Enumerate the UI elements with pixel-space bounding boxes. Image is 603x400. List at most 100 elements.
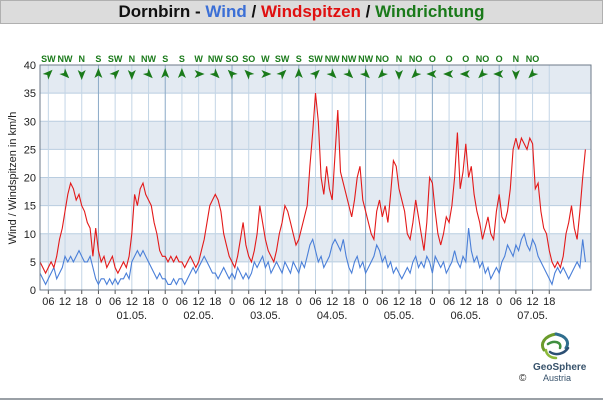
title-sep-3: /: [360, 2, 376, 21]
wind-direction-row: SW NW N S SW N NW S S W NW SO SO W SW S SW NW NW NW NO N NO O O O…: [41, 54, 540, 80]
wind-direction-arrow-icon: [359, 68, 370, 79]
series-layer: [40, 93, 586, 287]
x-tick-label: 18: [410, 296, 422, 308]
wind-direction-arrow-icon: [59, 68, 70, 79]
title-wind: Wind: [205, 2, 247, 21]
wind-direction-label: S: [179, 54, 185, 64]
wind-direction-arrow-icon: [194, 70, 205, 78]
wind-direction-label: N: [513, 54, 520, 64]
wind-direction-label: NW: [325, 54, 340, 64]
wind-direction-arrow-icon: [161, 68, 170, 78]
title-gusts: Windspitzen: [260, 2, 361, 21]
x-tick-label: 0: [363, 296, 369, 308]
y-tick-label: 35: [24, 88, 36, 100]
x-day-label: 04.05.: [317, 310, 348, 322]
x-tick-label: 12: [460, 296, 472, 308]
wind-direction-arrow-icon: [244, 69, 255, 80]
wind-direction-arrow-icon: [326, 68, 337, 79]
x-tick-label: 18: [142, 296, 154, 308]
x-tick-label: 06: [309, 296, 321, 308]
y-tick-label: 0: [30, 285, 36, 297]
wind-direction-label: SW: [41, 54, 56, 64]
x-tick-label: 0: [229, 296, 235, 308]
series-line-windspitzen: [40, 93, 586, 275]
wind-direction-label: W: [261, 54, 270, 64]
wind-direction-label: NO: [526, 54, 540, 64]
wind-direction-label: NW: [341, 54, 356, 64]
wind-direction-label: NO: [409, 54, 423, 64]
x-tick-label: 12: [192, 296, 204, 308]
x-tick-label: 06: [376, 296, 388, 308]
x-tick-label: 18: [76, 296, 88, 308]
x-tick-label: 12: [259, 296, 271, 308]
wind-direction-arrow-icon: [443, 70, 454, 78]
wind-direction-label: S: [296, 54, 302, 64]
copyright-mark: ©: [519, 373, 527, 384]
wind-direction-label: NO: [476, 54, 490, 64]
x-tick-label: 12: [326, 296, 338, 308]
x-tick-label: 0: [162, 296, 168, 308]
x-tick-label: 18: [476, 296, 488, 308]
title-direction: Windrichtung: [375, 2, 485, 21]
wind-direction-arrow-icon: [411, 68, 422, 79]
x-tick-label: 06: [109, 296, 121, 308]
geosphere-logo-icon: [541, 332, 570, 360]
chart-title: Dornbirn - Wind / Windspitzen / Windrich…: [0, 0, 603, 24]
wind-direction-arrow-icon: [209, 68, 220, 79]
x-tick-label: 06: [510, 296, 522, 308]
y-axis-label: Wind / Windspitzen in km/h: [7, 112, 19, 245]
wind-direction-label: S: [95, 54, 101, 64]
wind-direction-label: SW: [308, 54, 323, 64]
x-day-label: 03.05.: [250, 310, 281, 322]
x-tick-label: 18: [543, 296, 555, 308]
wind-direction-arrow-icon: [127, 70, 136, 80]
wind-direction-arrow-icon: [378, 68, 388, 79]
x-tick-label: 0: [496, 296, 502, 308]
x-day-label: 07.05.: [517, 310, 548, 322]
wind-direction-arrow-icon: [493, 70, 504, 78]
x-tick-label: 12: [393, 296, 405, 308]
y-tick-label: 10: [24, 229, 36, 241]
wind-direction-label: N: [396, 54, 403, 64]
brand-name: GeoSphere: [533, 362, 587, 373]
wind-direction-arrow-icon: [94, 68, 103, 78]
plot-frame: [39, 64, 592, 291]
x-tick-label: 0: [296, 296, 302, 308]
y-tick-label: 25: [24, 144, 36, 156]
wind-direction-arrow-icon: [42, 69, 53, 80]
wind-direction-arrow-icon: [343, 68, 354, 79]
x-tick-label: 06: [176, 296, 188, 308]
title-sep-1: -: [190, 2, 206, 21]
wind-direction-label: NO: [376, 54, 390, 64]
wind-direction-label: NW: [208, 54, 223, 64]
wind-direction-label: NW: [358, 54, 373, 64]
wind-direction-label: SO: [242, 54, 255, 64]
wind-direction-label: O: [446, 54, 453, 64]
x-tick-label: 12: [126, 296, 138, 308]
wind-direction-arrow-icon: [528, 68, 539, 79]
wind-direction-label: N: [129, 54, 136, 64]
wind-direction-label: NW: [58, 54, 73, 64]
wind-direction-label: W: [194, 54, 203, 64]
wind-direction-arrow-icon: [395, 70, 403, 80]
wind-direction-label: SO: [226, 54, 239, 64]
wind-direction-arrow-icon: [478, 68, 489, 79]
y-tick-label: 15: [24, 201, 36, 213]
y-tick-label: 20: [24, 173, 36, 185]
x-day-label: 05.05.: [384, 310, 415, 322]
x-tick-label: 18: [343, 296, 355, 308]
wind-direction-label: O: [496, 54, 503, 64]
x-tick-label: 18: [209, 296, 221, 308]
wind-direction-arrow-icon: [276, 69, 287, 80]
wind-direction-arrow-icon: [426, 70, 437, 78]
x-tick-label: 0: [429, 296, 435, 308]
y-tick-label: 5: [30, 257, 36, 269]
wind-direction-arrow-icon: [142, 68, 153, 79]
wind-direction-label: NW: [141, 54, 156, 64]
footer-bar: [0, 398, 603, 400]
wind-direction-arrow-icon: [177, 68, 186, 78]
wind-direction-label: SW: [108, 54, 123, 64]
wind-direction-label: SW: [275, 54, 290, 64]
wind-direction-label: O: [462, 54, 469, 64]
x-tick-label: 06: [243, 296, 255, 308]
